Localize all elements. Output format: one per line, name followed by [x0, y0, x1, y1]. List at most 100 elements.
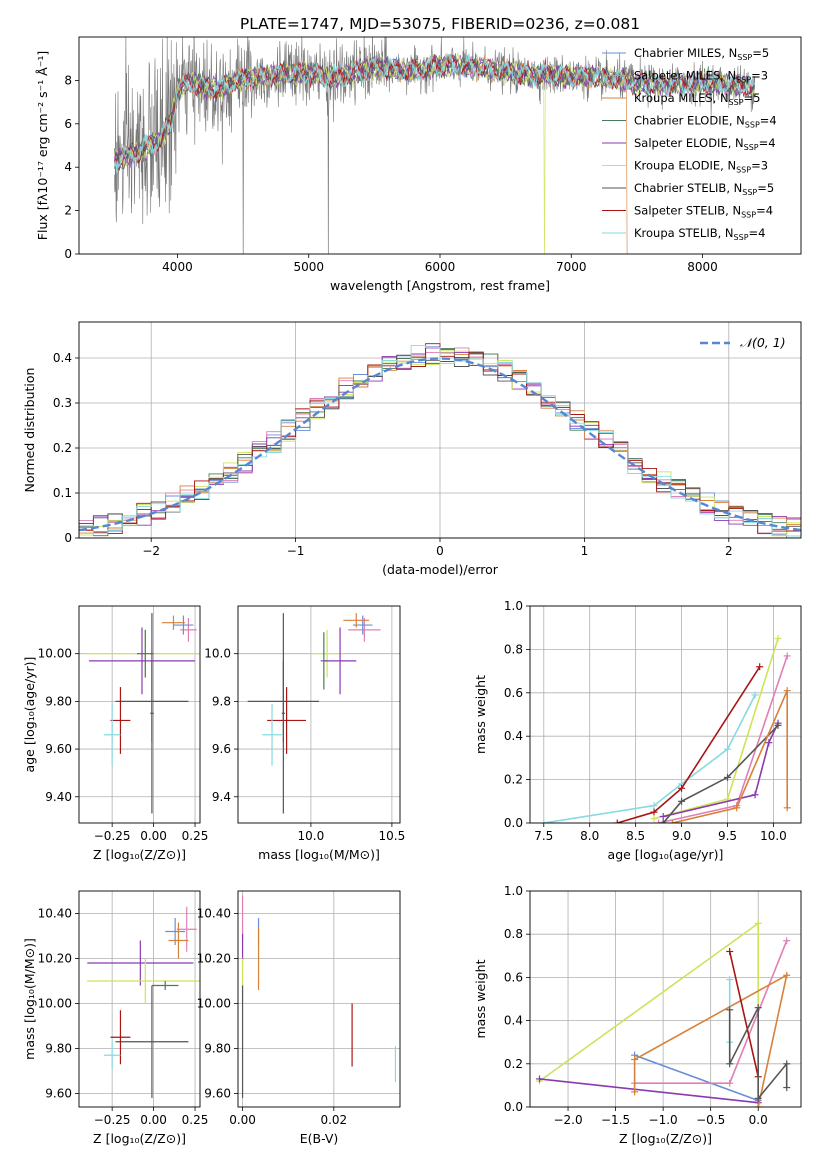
x-axis-label: (data-model)/error [382, 562, 499, 577]
x-tick-label: 7.5 [534, 829, 553, 843]
legend-entry: Kroupa STELIB, NSSP=4 [634, 226, 765, 242]
y-tick-label: 9.8 [212, 694, 231, 708]
y-tick-label: 9.40 [45, 790, 72, 804]
x-tick-label: 4000 [162, 260, 193, 274]
axes-frame [529, 605, 802, 824]
y-tick-label: 0.8 [504, 927, 523, 941]
x-tick-label: 0.00 [140, 829, 167, 843]
y-tick-label: 8 [64, 73, 72, 87]
mass-weight-line-7 [728, 1007, 788, 1101]
x-axis-label: Z [log₁₀(Z/Z⊙)] [93, 1131, 186, 1146]
plot-area-residuals [79, 343, 801, 538]
y-tick-label: 0.6 [504, 686, 523, 700]
x-axis-label: Z [log₁₀(Z/Z⊙)] [93, 847, 186, 862]
mass-weight-line-6 [672, 690, 788, 823]
x-tick-label: 10.0 [760, 829, 787, 843]
x-tick-label: −2 [142, 544, 160, 558]
x-axis-label: wavelength [Angstrom, rest frame] [330, 278, 550, 293]
x-axis-label: age [log₁₀(age/yr)] [608, 847, 724, 862]
plot-area-spectrum [113, 37, 756, 254]
plot-area-mass_weight_vs_age [540, 635, 791, 823]
y-tick-label: 10.40 [197, 907, 231, 921]
residual-histogram-7 [79, 343, 801, 538]
x-tick-label: 8.0 [580, 829, 599, 843]
y-tick-label: 9.60 [45, 1087, 72, 1101]
x-axis-label: mass [log₁₀(M/M⊙)] [258, 847, 380, 862]
x-tick-label: 1 [581, 544, 589, 558]
mass-weight-line-4 [633, 973, 788, 1107]
x-tick-label: 10.5 [379, 829, 406, 843]
plot-area-mass_vs_ebv [241, 895, 397, 1098]
gaussian-curve [79, 357, 801, 532]
x-tick-label: 8000 [687, 260, 718, 274]
legend-entry: Salpeter ELODIE, NSSP=4 [634, 136, 776, 152]
x-tick-label: −2.0 [553, 1113, 582, 1127]
panel-mass_weight_vs_age: 7.5 8.0 8.5 9.0 9.5 10.0 0.0 0.2 0.4 0.6 0.8 1.0 age… [473, 599, 802, 862]
panel-age_vs_Z: −0.25 0.00 0.25 9.40 9.60 9.80 10.00 Z [log₁₀(Z… [22, 605, 208, 862]
axes-frame [529, 890, 802, 1108]
x-tick-label: 6000 [425, 260, 456, 274]
x-axis-label: E(B-V) [300, 1131, 339, 1146]
y-tick-label: 1.0 [504, 599, 523, 613]
legend-entry: Chabrier STELIB, NSSP=5 [634, 181, 774, 197]
legend-entry: Salpeter MILES, NSSP=3 [634, 69, 768, 85]
mass-weight-line-5 [728, 951, 759, 1077]
y-tick-label: 0.2 [504, 773, 523, 787]
y-tick-label: 0.8 [504, 642, 523, 656]
y-tick-label: 0.2 [504, 1057, 523, 1071]
mass-weight-line-0 [539, 921, 759, 1107]
y-tick-label: 0 [64, 531, 72, 545]
spectrum-legend: Chabrier MILES, NSSP=5 Salpeter MILES, NS… [602, 46, 777, 242]
plot-area-age_vs_Z [83, 613, 200, 814]
x-tick-label: 9.0 [672, 829, 691, 843]
y-tick-label: 0 [64, 247, 72, 261]
y-tick-label: 9.4 [212, 790, 231, 804]
y-tick-label: 0.4 [504, 729, 523, 743]
x-tick-label: 0.25 [182, 1113, 209, 1127]
y-tick-label: 9.60 [204, 1087, 231, 1101]
x-tick-label: 0 [436, 544, 444, 558]
y-axis-label: mass weight [473, 959, 488, 1038]
panel-mass_vs_ebv: 0.00 0.02 9.60 9.80 10.00 10.20 10.40 E(B-V) [197, 890, 401, 1146]
mass-weight-line-5 [662, 724, 779, 823]
x-tick-label: −1.5 [601, 1113, 630, 1127]
y-tick-label: 0.3 [53, 396, 72, 410]
y-axis-label: mass weight [473, 675, 488, 754]
y-tick-label: 10.0 [204, 647, 231, 661]
panels-group: 4000 5000 6000 7000 8000 0 2 4 6 8 wavelength [Ang… [22, 36, 802, 1146]
y-tick-label: 0.0 [504, 1100, 523, 1114]
y-tick-label: 4 [64, 160, 72, 174]
y-axis-label: Flux [fλ10⁻¹⁷ erg cm⁻² s⁻¹ Å⁻¹] [35, 51, 50, 240]
x-tick-label: −1.0 [649, 1113, 678, 1127]
model-spectrum-7 [114, 53, 756, 171]
legend-entry: Salpeter STELIB, NSSP=4 [634, 204, 773, 220]
y-tick-label: 0.4 [53, 351, 72, 365]
y-tick-label: 0.4 [504, 1014, 523, 1028]
panel-residuals: −2 −1 0 1 2 0 0.1 0.2 0.3 0.4 (data-model)/error No… [22, 321, 802, 577]
plot-area-mass_vs_Z [87, 906, 200, 1098]
plot-area-mass_weight_vs_Z [536, 919, 791, 1107]
y-tick-label: 10.00 [38, 997, 72, 1011]
x-tick-label: 10.0 [298, 829, 325, 843]
x-tick-label: 0.00 [229, 1113, 256, 1127]
axes-frame [237, 890, 401, 1108]
y-tick-label: 0.1 [53, 486, 72, 500]
y-tick-label: 6 [64, 117, 72, 131]
legend-entry: Chabrier ELODIE, NSSP=4 [634, 114, 777, 130]
y-tick-label: 9.80 [45, 694, 72, 708]
x-tick-label: 5000 [293, 260, 324, 274]
axes-frame [78, 890, 201, 1108]
plot-area-age_vs_mass [247, 613, 381, 814]
y-tick-label: 9.80 [45, 1042, 72, 1056]
axes-frame [78, 321, 802, 539]
x-tick-label: −0.25 [94, 1113, 131, 1127]
y-tick-label: 10.00 [197, 997, 231, 1011]
x-tick-label: 0.02 [320, 1113, 347, 1127]
y-tick-label: 0.2 [53, 441, 72, 455]
axes-frame [78, 605, 201, 824]
x-tick-label: −0.25 [94, 829, 131, 843]
y-axis-label: age [log₁₀(age/yr)] [22, 657, 37, 773]
x-tick-label: 0.0 [749, 1113, 768, 1127]
figure-title: PLATE=1747, MJD=53075, FIBERID=0236, z=0… [240, 15, 640, 33]
x-tick-label: −0.5 [696, 1113, 725, 1127]
